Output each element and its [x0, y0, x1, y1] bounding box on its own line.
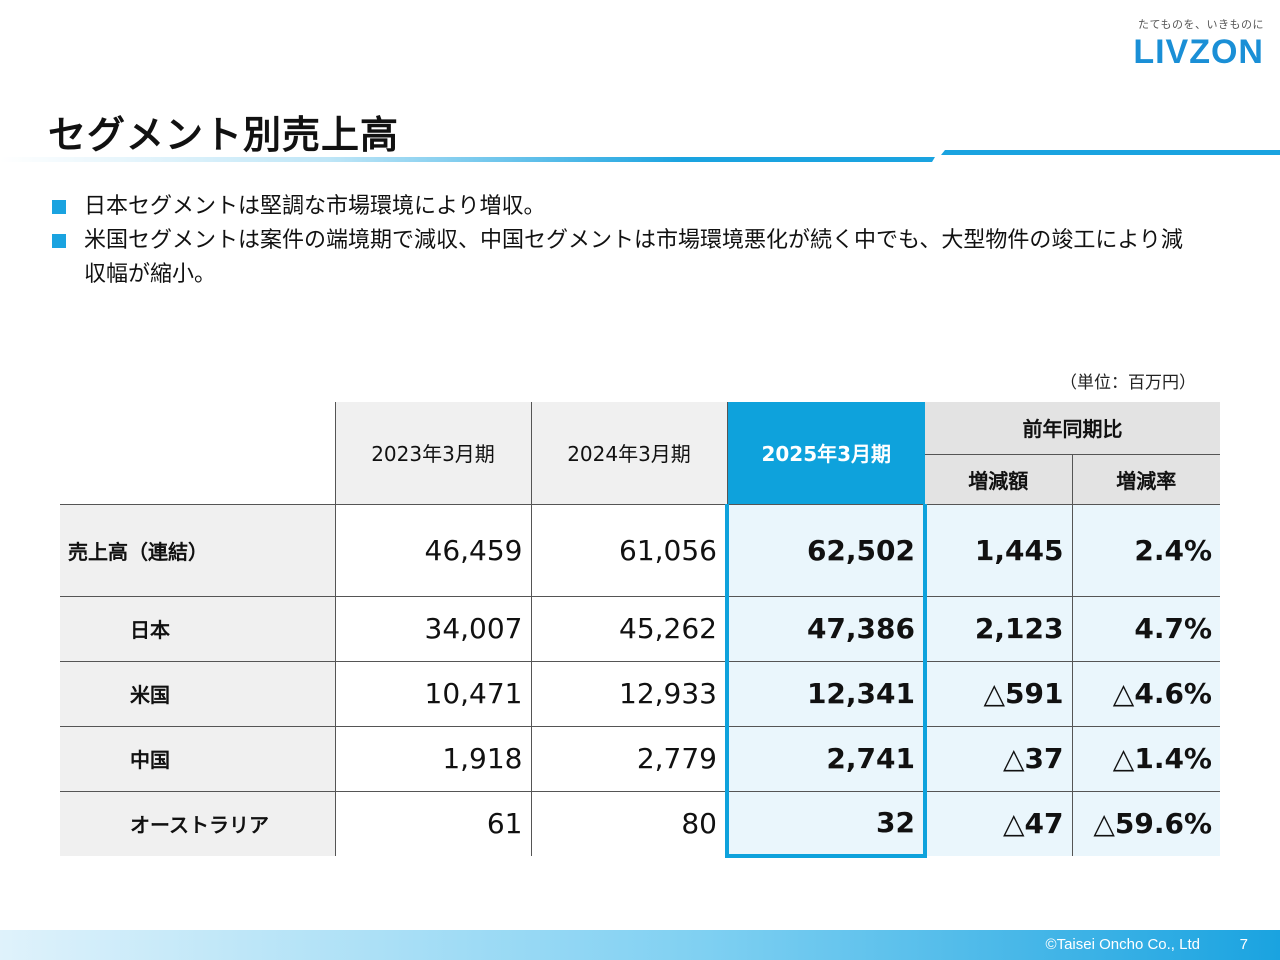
header-corner — [60, 402, 336, 504]
header-fy2023: 2023年3月期 — [335, 402, 532, 504]
row-label: 日本 — [60, 596, 336, 661]
cell-fy2025: 47,386 — [725, 596, 927, 661]
table-row: 中国 1,918 2,779 2,741 △37 △1.4% — [60, 726, 1220, 791]
cell-fy2025: 62,502 — [725, 504, 927, 596]
header-change: 増減額 — [925, 454, 1073, 504]
bullet-square-icon — [52, 234, 66, 248]
row-label: オーストラリア — [60, 791, 336, 856]
cell-change: 1,445 — [925, 504, 1073, 596]
header-fy2025: 2025年3月期 — [727, 402, 925, 504]
cell-rate: 2.4% — [1072, 504, 1220, 596]
brand-logo: たてものを、いきものに LIVZON — [1133, 16, 1264, 72]
cell-fy2023: 34,007 — [335, 596, 532, 661]
cell-fy2025: 12,341 — [725, 661, 927, 726]
cell-rate: △1.4% — [1072, 726, 1220, 791]
segment-sales-table: 2023年3月期 2024年3月期 2025年3月期 前年同期比 増減額 増減率… — [60, 402, 1220, 858]
row-label: 売上高（連結） — [60, 504, 336, 596]
table-row: オーストラリア 61 80 32 △47 △59.6% — [60, 791, 1220, 858]
header-subrow: 増減額 増減率 — [60, 454, 1220, 504]
header-row: 2023年3月期 2024年3月期 2025年3月期 前年同期比 — [60, 402, 1220, 504]
cell-fy2025: 2,741 — [725, 726, 927, 791]
title-underline — [0, 150, 1280, 162]
cell-fy2023: 46,459 — [335, 504, 532, 596]
row-label: 米国 — [60, 661, 336, 726]
bullet-text: 米国セグメントは案件の端境期で減収、中国セグメントは市場環境悪化が続く中でも、大… — [84, 228, 1183, 287]
row-label: 中国 — [60, 726, 336, 791]
unit-note: （単位：百万円） — [1060, 373, 1196, 393]
cell-fy2024: 2,779 — [531, 726, 728, 791]
footer-bar: ©Taisei Oncho Co., Ltd 7 — [0, 930, 1280, 960]
page-title: セグメント別売上高 — [48, 113, 400, 157]
cell-rate: 4.7% — [1072, 596, 1220, 661]
cell-change: △47 — [925, 791, 1073, 856]
copyright-text: ©Taisei Oncho Co., Ltd — [1045, 936, 1200, 953]
cell-fy2024: 12,933 — [531, 661, 728, 726]
cell-fy2023: 61 — [335, 791, 532, 856]
brand-wordmark: LIVZON — [1133, 33, 1264, 71]
cell-fy2024: 61,056 — [531, 504, 728, 596]
cell-change: 2,123 — [925, 596, 1073, 661]
cell-fy2024: 80 — [531, 791, 728, 856]
summary-bullets: 日本セグメントは堅調な市場環境により増収。 米国セグメントは案件の端境期で減収、… — [52, 190, 1194, 292]
cell-fy2023: 1,918 — [335, 726, 532, 791]
cell-fy2024: 45,262 — [531, 596, 728, 661]
page-number: 7 — [1239, 936, 1248, 953]
header-rate: 増減率 — [1072, 454, 1220, 504]
cell-change: △37 — [925, 726, 1073, 791]
table-row: 売上高（連結） 46,459 61,056 62,502 1,445 2.4% — [60, 504, 1220, 596]
cell-fy2023: 10,471 — [335, 661, 532, 726]
cell-rate: △59.6% — [1072, 791, 1220, 856]
header-fy2024: 2024年3月期 — [531, 402, 728, 504]
header-yoy: 前年同期比 — [925, 402, 1220, 455]
bullet-item: 日本セグメントは堅調な市場環境により増収。 — [52, 190, 1194, 224]
table-row: 米国 10,471 12,933 12,341 △591 △4.6% — [60, 661, 1220, 726]
cell-change: △591 — [925, 661, 1073, 726]
bullet-item: 米国セグメントは案件の端境期で減収、中国セグメントは市場環境悪化が続く中でも、大… — [52, 224, 1194, 292]
cell-fy2025: 32 — [725, 791, 927, 858]
cell-rate: △4.6% — [1072, 661, 1220, 726]
brand-tagline: たてものを、いきものに — [1138, 18, 1264, 31]
table-row: 日本 34,007 45,262 47,386 2,123 4.7% — [60, 596, 1220, 661]
bullet-square-icon — [52, 200, 66, 214]
bullet-text: 日本セグメントは堅調な市場環境により増収。 — [84, 194, 546, 219]
